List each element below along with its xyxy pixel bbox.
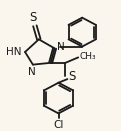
Text: Cl: Cl	[53, 120, 64, 130]
Text: N: N	[28, 67, 36, 77]
Text: N: N	[57, 42, 64, 52]
Text: CH₃: CH₃	[79, 52, 96, 61]
Text: HN: HN	[6, 47, 21, 57]
Text: S: S	[29, 11, 37, 24]
Text: S: S	[68, 70, 76, 83]
